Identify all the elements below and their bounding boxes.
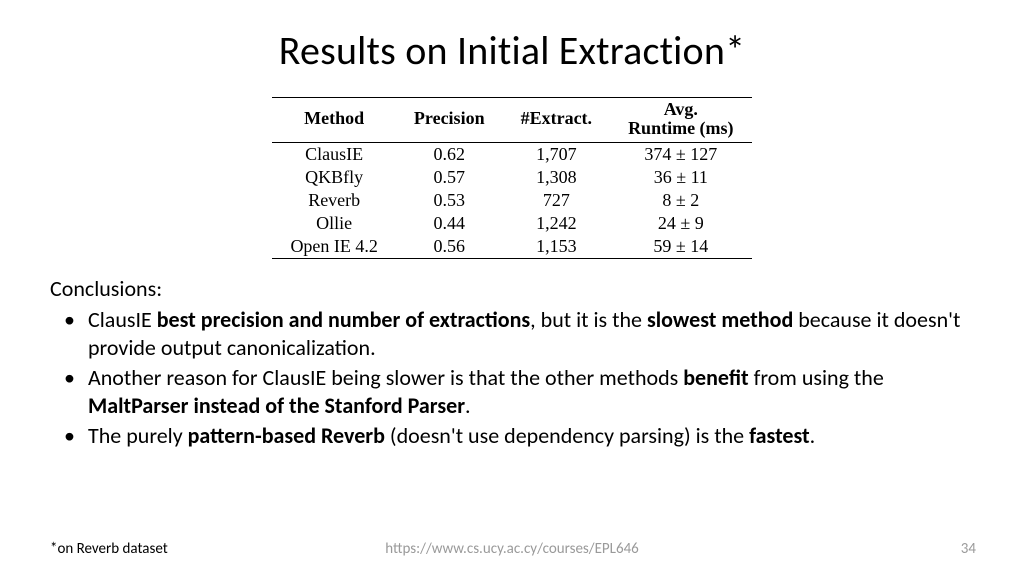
col-runtime: Avg. Runtime (ms)	[610, 98, 752, 143]
cell-extract: 1,242	[503, 212, 610, 235]
conclusions-heading: Conclusions:	[50, 275, 974, 302]
list-item: Another reason for ClausIE being slower …	[62, 364, 974, 420]
text: ClausIE	[88, 306, 157, 333]
table-row: ClausIE 0.62 1,707 374 ± 127	[272, 142, 751, 166]
cell-runtime: 36 ± 11	[610, 166, 752, 189]
cell-runtime: 374 ± 127	[610, 142, 752, 166]
col-runtime-l1: Avg.	[628, 100, 734, 119]
cell-method: QKBfly	[272, 166, 395, 189]
col-extract: #Extract.	[503, 98, 610, 143]
cell-runtime: 8 ± 2	[610, 189, 752, 212]
text: .	[810, 422, 816, 449]
cell-extract: 727	[503, 189, 610, 212]
bold-text: pattern-based Reverb	[188, 422, 385, 449]
cell-precision: 0.62	[396, 142, 503, 166]
bold-text: best precision and number of extractions	[157, 306, 530, 333]
col-precision: Precision	[396, 98, 503, 143]
cell-method: Reverb	[272, 189, 395, 212]
results-table: Method Precision #Extract. Avg. Runtime …	[272, 97, 751, 259]
list-item: ClausIE best precision and number of ext…	[62, 306, 974, 362]
cell-method: Open IE 4.2	[272, 235, 395, 259]
cell-extract: 1,153	[503, 235, 610, 259]
text: from using the	[749, 364, 884, 391]
conclusions-list: ClausIE best precision and number of ext…	[50, 306, 974, 451]
cell-precision: 0.53	[396, 189, 503, 212]
bold-text: slowest method	[647, 306, 793, 333]
cell-runtime: 59 ± 14	[610, 235, 752, 259]
cell-extract: 1,707	[503, 142, 610, 166]
page-number: 34	[961, 540, 976, 558]
text: .	[465, 392, 471, 419]
cell-method: Ollie	[272, 212, 395, 235]
table-row: QKBfly 0.57 1,308 36 ± 11	[272, 166, 751, 189]
col-method: Method	[272, 98, 395, 143]
text: , but it is the	[530, 306, 647, 333]
text: (doesn't use dependency parsing) is the	[385, 422, 749, 449]
cell-precision: 0.57	[396, 166, 503, 189]
list-item: The purely pattern-based Reverb (doesn't…	[62, 422, 974, 450]
bold-text: MaltParser instead of the Stanford Parse…	[88, 392, 465, 419]
table-row: Open IE 4.2 0.56 1,153 59 ± 14	[272, 235, 751, 259]
cell-method: ClausIE	[272, 142, 395, 166]
bold-text: fastest	[749, 422, 810, 449]
table-row: Ollie 0.44 1,242 24 ± 9	[272, 212, 751, 235]
cell-precision: 0.56	[396, 235, 503, 259]
text: The purely	[88, 422, 188, 449]
slide: Results on Initial Extraction* Method Pr…	[0, 0, 1024, 576]
col-runtime-l2: Runtime (ms)	[628, 119, 734, 138]
text: Another reason for ClausIE being slower …	[88, 364, 683, 391]
results-table-wrap: Method Precision #Extract. Avg. Runtime …	[50, 97, 974, 259]
cell-precision: 0.44	[396, 212, 503, 235]
bold-text: benefit	[683, 364, 748, 391]
cell-runtime: 24 ± 9	[610, 212, 752, 235]
table-header-row: Method Precision #Extract. Avg. Runtime …	[272, 98, 751, 143]
slide-title: Results on Initial Extraction*	[50, 26, 974, 75]
cell-extract: 1,308	[503, 166, 610, 189]
footer-url: https://www.cs.ucy.ac.cy/courses/EPL646	[0, 540, 1024, 558]
table-row: Reverb 0.53 727 8 ± 2	[272, 189, 751, 212]
